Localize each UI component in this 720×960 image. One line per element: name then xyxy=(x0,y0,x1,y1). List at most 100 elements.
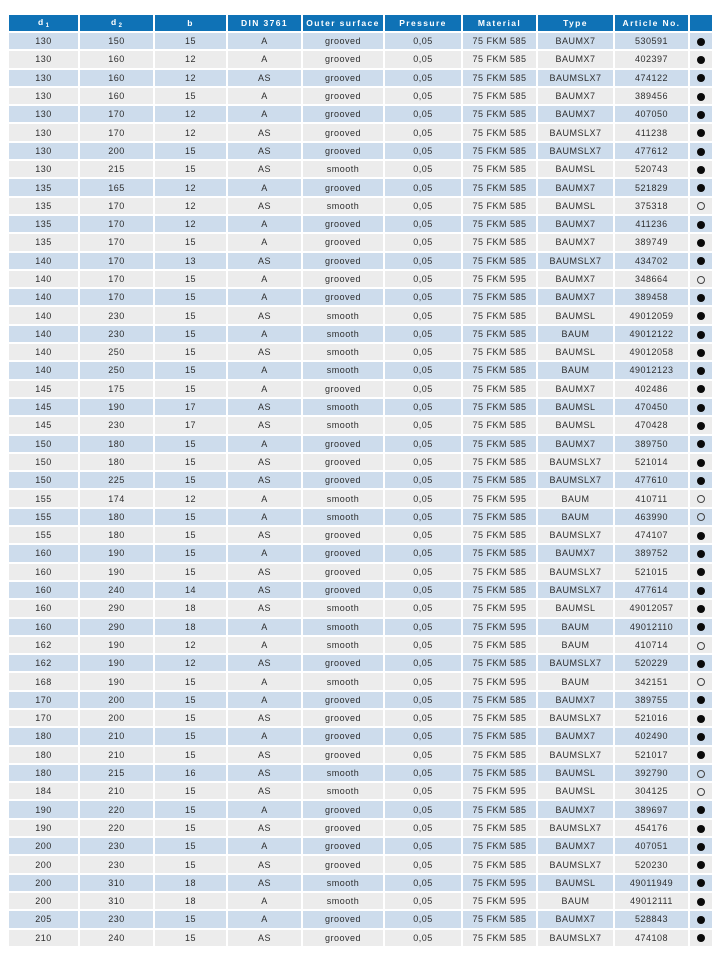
cell-d2: 160 xyxy=(80,51,155,70)
open-circle-icon xyxy=(697,202,705,211)
cell-article_no: 389749 xyxy=(615,234,690,253)
cell-material: 75 FKM 585 xyxy=(463,527,538,546)
cell-article_no: 521014 xyxy=(615,453,690,473)
cell-outer_surface: grooved xyxy=(303,289,385,308)
cell-article_no: 402486 xyxy=(615,380,690,399)
cell-din: A xyxy=(228,545,303,564)
cell-type: BAUMSL xyxy=(538,161,615,180)
cell-outer_surface: grooved xyxy=(303,270,385,290)
cell-din: AS xyxy=(228,581,303,601)
cell-b: 15 xyxy=(155,270,228,290)
cell-article_no: 474107 xyxy=(615,527,690,546)
cell-b: 15 xyxy=(155,856,228,875)
cell-din: A xyxy=(228,106,303,125)
cell-article_no: 49012122 xyxy=(615,325,690,345)
filled-circle-icon xyxy=(697,714,705,723)
cell-type: BAUMSLX7 xyxy=(538,453,615,473)
cell-d1: 168 xyxy=(9,673,80,692)
cell-din: A xyxy=(228,33,303,52)
filled-circle-icon xyxy=(697,916,705,925)
cell-d2: 290 xyxy=(80,618,155,637)
cell-pressure: 0,05 xyxy=(385,581,463,601)
cell-b: 15 xyxy=(155,289,228,308)
cell-d2: 180 xyxy=(80,453,155,473)
cell-pressure: 0,05 xyxy=(385,106,463,125)
availability-cell xyxy=(690,819,712,839)
cell-article_no: 463990 xyxy=(615,508,690,528)
cell-material: 75 FKM 585 xyxy=(463,636,538,656)
cell-material: 75 FKM 585 xyxy=(463,124,538,143)
cell-outer_surface: smooth xyxy=(303,764,385,784)
cell-din: AS xyxy=(228,746,303,765)
cell-b: 15 xyxy=(155,362,228,381)
table-row: 130 215 15 AS smooth 0,05 75 FKM 585 BAUMSL 5207… xyxy=(9,161,712,180)
cell-d2: 200 xyxy=(80,142,155,162)
cell-article_no: 342151 xyxy=(615,673,690,692)
cell-din: A xyxy=(228,801,303,820)
cell-pressure: 0,05 xyxy=(385,325,463,345)
availability-cell xyxy=(690,709,712,729)
cell-material: 75 FKM 595 xyxy=(463,673,538,692)
cell-outer_surface: grooved xyxy=(303,69,385,88)
cell-d1: 180 xyxy=(9,746,80,765)
cell-article_no: 389458 xyxy=(615,289,690,308)
cell-material: 75 FKM 585 xyxy=(463,929,538,948)
cell-b: 15 xyxy=(155,142,228,162)
table-row: 190 220 15 AS grooved 0,05 75 FKM 585 BAUMSLX7 4… xyxy=(9,819,712,839)
cell-material: 75 FKM 585 xyxy=(463,838,538,857)
cell-d2: 180 xyxy=(80,508,155,528)
cell-outer_surface: smooth xyxy=(303,673,385,692)
cell-d2: 170 xyxy=(80,270,155,290)
availability-cell xyxy=(690,252,712,271)
cell-d2: 210 xyxy=(80,746,155,765)
cell-d1: 145 xyxy=(9,380,80,399)
cell-d2: 310 xyxy=(80,892,155,912)
filled-circle-icon xyxy=(697,733,705,742)
cell-din: AS xyxy=(228,563,303,582)
cell-outer_surface: smooth xyxy=(303,874,385,893)
cell-din: AS xyxy=(228,783,303,802)
cell-type: BAUM xyxy=(538,362,615,381)
cell-d2: 170 xyxy=(80,124,155,143)
cell-outer_surface: grooved xyxy=(303,728,385,747)
cell-material: 75 FKM 595 xyxy=(463,270,538,290)
filled-circle-icon xyxy=(697,220,705,229)
cell-d2: 230 xyxy=(80,307,155,326)
cell-outer_surface: grooved xyxy=(303,691,385,710)
cell-pressure: 0,05 xyxy=(385,435,463,454)
cell-d1: 130 xyxy=(9,51,80,70)
availability-cell xyxy=(690,69,712,88)
cell-type: BAUMX7 xyxy=(538,691,615,710)
cell-d1: 162 xyxy=(9,655,80,674)
cell-article_no: 411236 xyxy=(615,215,690,235)
cell-din: A xyxy=(228,270,303,290)
cell-article_no: 49012110 xyxy=(615,618,690,637)
cell-material: 75 FKM 585 xyxy=(463,252,538,271)
cell-d1: 135 xyxy=(9,197,80,216)
cell-outer_surface: grooved xyxy=(303,655,385,674)
cell-material: 75 FKM 595 xyxy=(463,490,538,509)
cell-pressure: 0,05 xyxy=(385,691,463,710)
cell-din: A xyxy=(228,911,303,930)
cell-type: BAUMSLX7 xyxy=(538,581,615,601)
availability-cell xyxy=(690,764,712,784)
cell-d2: 150 xyxy=(80,33,155,52)
availability-cell xyxy=(690,655,712,674)
cell-d1: 170 xyxy=(9,709,80,729)
cell-pressure: 0,05 xyxy=(385,417,463,436)
availability-cell xyxy=(690,234,712,253)
open-circle-icon xyxy=(697,641,705,650)
cell-d2: 160 xyxy=(80,69,155,88)
cell-din: AS xyxy=(228,874,303,893)
cell-pressure: 0,05 xyxy=(385,874,463,893)
cell-d1: 130 xyxy=(9,124,80,143)
cell-b: 12 xyxy=(155,124,228,143)
availability-cell xyxy=(690,289,712,308)
filled-circle-icon xyxy=(697,56,705,65)
cell-d2: 230 xyxy=(80,325,155,345)
filled-circle-icon xyxy=(697,348,705,357)
cell-type: BAUMSLX7 xyxy=(538,929,615,948)
filled-circle-icon xyxy=(697,806,705,815)
cell-article_no: 520230 xyxy=(615,856,690,875)
